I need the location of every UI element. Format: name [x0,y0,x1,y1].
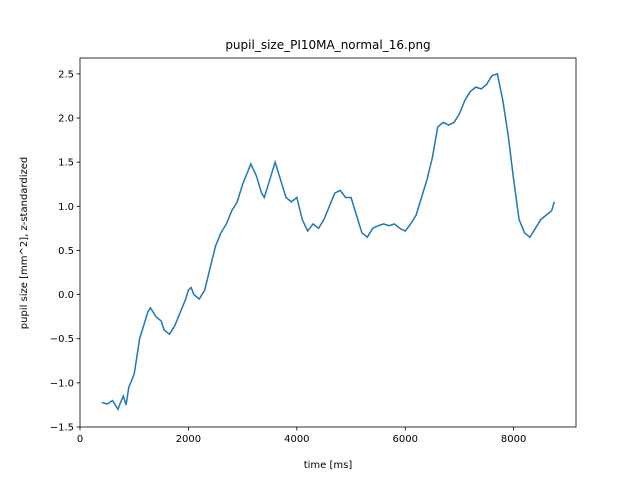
y-axis-label: pupil size [mm^2], z-standardized [19,157,30,329]
y-tick-label: 0.5 [58,246,74,257]
y-tick-label: −0.5 [50,334,74,345]
y-tick-label: −1.5 [50,423,74,434]
x-axis-label: time [ms] [304,460,353,471]
plot-frame [79,57,577,428]
x-tick-label: 2000 [176,434,201,445]
data-line [101,72,556,412]
x-tick-label: 4000 [284,434,309,445]
y-tick-label: −1.0 [50,378,74,389]
y-tick-label: 0.0 [58,290,74,301]
chart-title: pupil_size_PI10MA_normal_16.png [225,38,430,52]
x-tick-label: 0 [77,434,83,445]
x-tick-label: 8000 [501,434,526,445]
y-tick-label: 2.5 [58,69,74,80]
y-tick-label: 1.0 [58,202,74,213]
y-tick-label: 1.5 [58,158,74,169]
x-tick-label: 6000 [393,434,418,445]
y-tick-label: 2.0 [58,114,74,125]
